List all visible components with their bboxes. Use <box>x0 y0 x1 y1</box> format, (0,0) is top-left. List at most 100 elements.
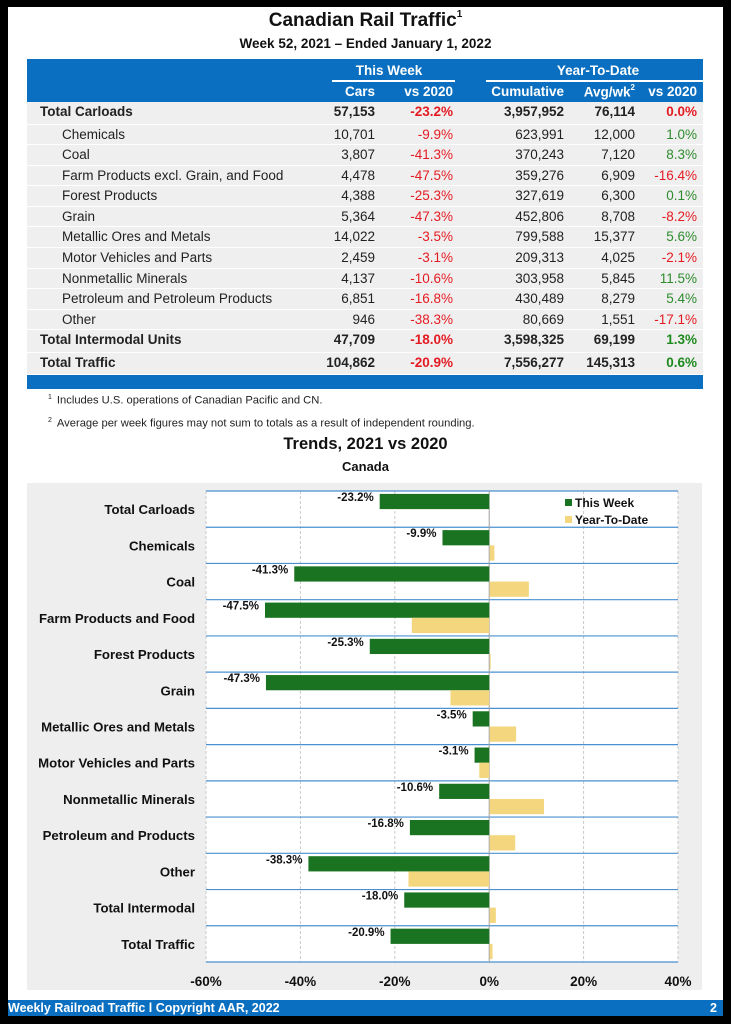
cell-vs2020-ytd: 8.3% <box>666 147 697 163</box>
footnote-2: 2 Average per week figures may not sum to… <box>48 416 475 430</box>
cell-cars: 5,364 <box>341 208 375 224</box>
cell-vs2020-ytd: 0.0% <box>666 104 697 119</box>
cell-vs2020-week: -47.5% <box>410 167 453 183</box>
table-row: Farm Products excl. Grain, and Food 4,478… <box>27 165 703 187</box>
cell-vs2020-week: -16.8% <box>410 291 453 307</box>
cell-cumulative: 3,957,952 <box>503 104 564 119</box>
cell-vs2020-week: -9.9% <box>417 126 453 142</box>
cell-cumulative: 80,669 <box>522 311 564 327</box>
group-this-week: This Week <box>355 63 423 78</box>
traffic-table: This Week Year-To-Date Cars vs 2020 Cumu… <box>27 59 705 390</box>
table-row: Petroleum and Petroleum Products 6,851 -16… <box>27 289 703 310</box>
row-label: Motor Vehicles and Parts <box>62 250 213 266</box>
table-row: Nonmetallic Minerals 4,137 -10.6% 303,958 5,… <box>27 268 703 290</box>
cell-cars: 4,137 <box>341 270 375 286</box>
cell-avg-wk: 12,000 <box>593 126 635 142</box>
cell-vs2020-week: -23.2% <box>410 104 453 119</box>
row-label: Chemicals <box>62 126 126 142</box>
cell-avg-wk: 8,279 <box>601 291 635 307</box>
cell-avg-wk: 5,845 <box>601 270 635 286</box>
cell-cumulative: 3,598,325 <box>503 332 564 348</box>
cell-vs2020-ytd: 0.6% <box>666 354 697 370</box>
report-page: Canadian Rail Traffic1 Week 52, 2021 – E… <box>8 7 723 1016</box>
cell-cumulative: 359,276 <box>515 167 564 183</box>
cell-avg-wk: 6,300 <box>601 188 635 204</box>
table-row: Motor Vehicles and Parts 2,459 -3.1% 209,31… <box>27 248 703 269</box>
cell-avg-wk: 8,708 <box>601 208 635 224</box>
cell-cumulative: 209,313 <box>515 250 564 266</box>
page-subtitle: Week 52, 2021 – Ended January 1, 2022 <box>239 36 492 51</box>
cell-avg-wk: 7,120 <box>601 147 635 163</box>
row-label: Other <box>62 311 96 327</box>
title-footnote-mark: 1 <box>456 8 463 20</box>
cell-cars: 2,459 <box>341 250 375 266</box>
row-label: Forest Products <box>62 188 158 204</box>
table-header: This Week Year-To-Date Cars vs 2020 Cumu… <box>27 59 705 102</box>
cell-cumulative: 327,619 <box>515 188 564 204</box>
cell-avg-wk: 69,199 <box>593 332 635 348</box>
group-this-week-rule <box>332 80 455 82</box>
cell-avg-wk: 15,377 <box>593 229 635 245</box>
footer-text: Weekly Railroad Traffic l Copyright AAR,… <box>8 1001 280 1015</box>
cell-cars: 47,709 <box>333 332 375 348</box>
cell-cars: 4,388 <box>341 188 375 204</box>
cell-cumulative: 799,588 <box>515 229 564 245</box>
cell-avg-wk: 76,114 <box>594 104 635 119</box>
page-title: Canadian Rail Traffic1 <box>268 8 463 31</box>
cell-vs2020-week: -18.0% <box>410 332 453 348</box>
cell-cars: 946 <box>352 311 375 327</box>
cell-vs2020-ytd: 0.1% <box>666 188 697 204</box>
cell-vs2020-week: -3.1% <box>417 250 453 266</box>
cell-vs2020-week: -10.6% <box>410 270 453 286</box>
cell-cumulative: 7,556,277 <box>503 354 564 370</box>
row-label: Coal <box>62 147 90 163</box>
group-ytd: Year-To-Date <box>556 63 640 78</box>
chart-subtitle: Canada <box>342 459 389 474</box>
cell-avg-wk: 145,313 <box>586 354 635 370</box>
cell-cars: 104,862 <box>326 354 375 370</box>
chart-area <box>27 483 702 990</box>
cell-vs2020-week: -25.3% <box>410 188 453 204</box>
footer-bar: Weekly Railroad Traffic l Copyright AAR,… <box>8 1000 723 1016</box>
table-row: Forest Products 4,388 -25.3% 327,619 6,300 0.… <box>27 186 703 207</box>
footnote-1: 1 Includes U.S. operations of Canadian Pa… <box>48 394 323 407</box>
cell-vs2020-ytd: 11.5% <box>659 270 697 286</box>
cell-cumulative: 452,806 <box>515 208 564 224</box>
table-row: Total Intermodal Units 47,709 -18.0% 3,598,… <box>27 330 703 353</box>
table-row: Total Traffic 104,862 -20.9% 7,556,277 145,3… <box>27 352 703 376</box>
cell-cars: 10,701 <box>333 126 375 142</box>
row-label: Grain <box>62 208 96 224</box>
row-label: Metallic Ores and Metals <box>62 229 211 245</box>
table-row: Metallic Ores and Metals 14,022 -3.5% 799,5… <box>27 227 703 249</box>
col-vs2020-ytd: vs 2020 <box>648 84 697 99</box>
cell-avg-wk: 6,909 <box>601 167 635 183</box>
cell-vs2020-ytd: -8.2% <box>661 208 697 224</box>
cell-vs2020-week: -20.9% <box>410 354 453 370</box>
cell-cumulative: 430,489 <box>515 291 564 307</box>
table-body: Total Carloads 57,153 -23.2% 3,957,952 76,11… <box>27 102 703 376</box>
table-row: Chemicals 10,701 -9.9% 623,991 12,000 1.0% <box>27 124 703 146</box>
cell-vs2020-ytd: 1.3% <box>666 332 697 348</box>
row-label: Total Carloads <box>40 104 133 119</box>
cell-cars: 4,478 <box>341 167 375 183</box>
group-ytd-rule <box>486 80 705 82</box>
cell-vs2020-week: -3.5% <box>417 229 453 245</box>
cell-vs2020-ytd: -16.4% <box>654 167 697 183</box>
cell-vs2020-ytd: -2.1% <box>661 250 697 266</box>
cell-avg-wk: 4,025 <box>601 250 635 266</box>
cell-cars: 3,807 <box>341 147 375 163</box>
col-vs2020-week: vs 2020 <box>404 84 453 99</box>
cell-vs2020-ytd: 5.4% <box>666 291 697 307</box>
col-cars: Cars <box>344 84 375 99</box>
cell-cars: 57,153 <box>333 104 375 119</box>
cell-cars: 6,851 <box>341 291 375 307</box>
row-label: Total Traffic <box>40 354 116 370</box>
cell-cumulative: 623,991 <box>515 126 564 142</box>
cell-cumulative: 370,243 <box>515 147 564 163</box>
cell-vs2020-week: -38.3% <box>410 311 453 327</box>
cell-vs2020-ytd: 5.6% <box>666 229 697 245</box>
cell-vs2020-ytd: -17.1% <box>654 311 697 327</box>
row-label: Farm Products excl. Grain, and Food <box>62 167 284 183</box>
footnotes: 1 Includes U.S. operations of Canadian Pa… <box>48 388 475 433</box>
row-label: Nonmetallic Minerals <box>62 270 188 286</box>
